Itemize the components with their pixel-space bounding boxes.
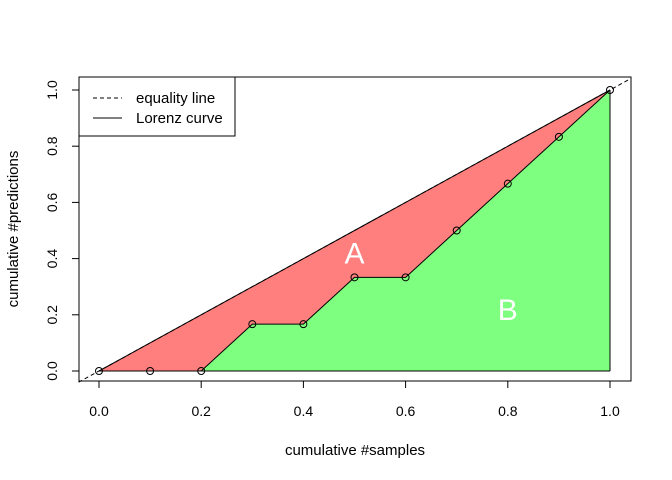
x-axis-title: cumulative #samples bbox=[285, 442, 425, 459]
y-axis-title: cumulative #predictions bbox=[5, 151, 22, 308]
y-tick-label: 0.0 bbox=[44, 361, 60, 381]
region-labels-layer: AB bbox=[344, 238, 517, 327]
y-tick-label: 0.6 bbox=[44, 192, 60, 212]
lorenz-point bbox=[503, 179, 512, 188]
points-layer bbox=[95, 86, 614, 375]
y-axis: 0.0 0.2 0.4 0.6 0.8 1.0 bbox=[44, 80, 80, 381]
x-axis: 0.0 0.2 0.4 0.6 0.8 1.0 bbox=[89, 380, 620, 419]
x-tick-label: 0.6 bbox=[396, 403, 416, 419]
lorenz-point bbox=[146, 367, 155, 375]
y-tick-label: 0.4 bbox=[44, 249, 60, 269]
x-tick-label: 0.2 bbox=[191, 403, 211, 419]
legend: equality line Lorenz curve bbox=[78, 76, 236, 137]
y-tick-label: 0.2 bbox=[44, 305, 60, 325]
legend-box bbox=[78, 76, 236, 137]
region-b-area bbox=[99, 90, 610, 371]
legend-equality-label: equality line bbox=[136, 90, 215, 107]
lorenz-point bbox=[197, 367, 206, 375]
lorenz-point bbox=[554, 132, 563, 141]
region-a-label: A bbox=[344, 238, 364, 271]
lorenz-point bbox=[606, 86, 614, 94]
x-tick-label: 0.8 bbox=[498, 403, 518, 419]
lorenz-point bbox=[95, 367, 103, 375]
lines-layer bbox=[78, 78, 631, 383]
region-b-label: B bbox=[498, 294, 518, 327]
lorenz-point bbox=[452, 226, 461, 235]
x-tick-label: 1.0 bbox=[600, 403, 620, 419]
y-tick-label: 0.8 bbox=[44, 136, 60, 156]
x-tick-label: 0.4 bbox=[294, 403, 314, 419]
y-tick-label: 1.0 bbox=[44, 80, 60, 100]
legend-lorenz-label: Lorenz curve bbox=[136, 110, 223, 127]
lorenz-point bbox=[401, 273, 410, 282]
lorenz-point bbox=[350, 273, 359, 282]
lorenz-point bbox=[299, 320, 308, 329]
lorenz-point bbox=[248, 320, 257, 329]
x-tick-label: 0.0 bbox=[89, 403, 109, 419]
